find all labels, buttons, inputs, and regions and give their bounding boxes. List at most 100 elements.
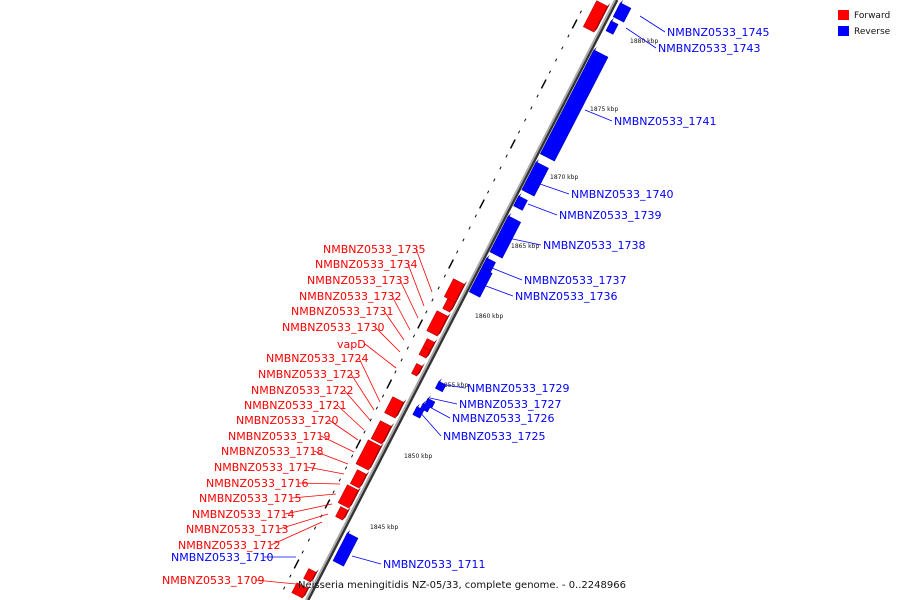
forward-gene-shadow bbox=[348, 487, 362, 509]
reverse-gene[interactable] bbox=[513, 195, 528, 211]
reverse-gene-label[interactable]: NMBNZ0533_1727 bbox=[459, 398, 562, 411]
reverse-gene-label[interactable]: NMBNZ0533_1726 bbox=[452, 412, 555, 425]
scale-tick bbox=[381, 394, 385, 398]
forward-gene[interactable] bbox=[303, 568, 317, 583]
reverse-gene-label[interactable]: NMBNZ0533_1729 bbox=[467, 382, 570, 395]
reverse-gene[interactable] bbox=[332, 532, 359, 567]
forward-gene-label[interactable]: NMBNZ0533_1715 bbox=[199, 492, 302, 505]
leader-line bbox=[351, 555, 382, 565]
scale-tick bbox=[493, 178, 496, 182]
forward-gene-label[interactable]: NMBNZ0533_1734 bbox=[315, 258, 418, 271]
forward-gene-label[interactable]: NMBNZ0533_1709 bbox=[162, 574, 265, 587]
forward-gene[interactable] bbox=[582, 0, 608, 33]
scale-tick bbox=[375, 406, 379, 410]
scale-tick bbox=[462, 238, 465, 242]
scale-kbp-label: 1875 kbp bbox=[590, 106, 618, 113]
forward-gene-label[interactable]: NMBNZ0533_1713 bbox=[186, 523, 289, 536]
forward-gene[interactable] bbox=[442, 298, 456, 313]
reverse-gene[interactable] bbox=[521, 161, 549, 197]
leader-line bbox=[374, 326, 401, 353]
forward-gene-label[interactable]: NMBNZ0533_1732 bbox=[299, 290, 402, 303]
forward-gene-label[interactable]: NMBNZ0533_1733 bbox=[307, 274, 410, 287]
forward-gene[interactable] bbox=[384, 396, 404, 419]
reverse-gene[interactable] bbox=[468, 267, 493, 298]
reverse-gene[interactable] bbox=[605, 20, 619, 35]
reverse-gene[interactable] bbox=[612, 2, 632, 23]
forward-gene-label[interactable]: NMBNZ0533_1735 bbox=[323, 243, 426, 256]
reverse-gene-label[interactable]: NMBNZ0533_1741 bbox=[614, 115, 717, 128]
leader-line bbox=[350, 373, 375, 411]
forward-gene-label[interactable]: NMBNZ0533_1714 bbox=[192, 508, 295, 521]
reverse-gene-label[interactable]: NMBNZ0533_1743 bbox=[658, 42, 761, 55]
forward-gene-label[interactable]: NMBNZ0533_1718 bbox=[221, 445, 324, 458]
forward-gene-label[interactable]: NMBNZ0533_1721 bbox=[244, 399, 347, 412]
forward-gene-shadow bbox=[302, 585, 311, 599]
reverse-gene-label[interactable]: NMBNZ0533_1711 bbox=[383, 558, 486, 571]
leader-line bbox=[343, 389, 371, 421]
reverse-gene-label[interactable]: NMBNZ0533_1736 bbox=[515, 290, 618, 303]
scale-tick bbox=[351, 454, 354, 458]
forward-gene-label[interactable]: NMBNZ0533_1716 bbox=[206, 477, 309, 490]
scale-kbp-label: 1860 kbp bbox=[475, 313, 503, 320]
forward-gene-label[interactable]: NMBNZ0533_1731 bbox=[291, 305, 394, 318]
scale-tick bbox=[394, 370, 397, 374]
leader-line bbox=[399, 279, 419, 319]
leader-line bbox=[313, 450, 349, 465]
scale-tick bbox=[363, 430, 366, 434]
forward-gene-label[interactable]: NMBNZ0533_1723 bbox=[258, 368, 361, 381]
leader-line bbox=[584, 109, 613, 122]
reverse-gene-label[interactable]: NMBNZ0533_1725 bbox=[443, 430, 546, 443]
forward-gene-label[interactable]: NMBNZ0533_1724 bbox=[266, 352, 369, 365]
scale-tick bbox=[344, 466, 348, 470]
label-leader-lines bbox=[254, 15, 666, 585]
reverse-gene-label[interactable]: NMBNZ0533_1745 bbox=[667, 26, 770, 39]
scale-tick bbox=[289, 574, 292, 578]
reverse-gene[interactable] bbox=[539, 49, 609, 162]
leader-line bbox=[298, 482, 341, 485]
forward-gene[interactable] bbox=[349, 469, 367, 489]
scale-tick bbox=[468, 226, 471, 230]
forward-gene[interactable] bbox=[411, 363, 423, 377]
reverse-gene-label[interactable]: NMBNZ0533_1737 bbox=[524, 274, 627, 287]
forward-gene[interactable] bbox=[426, 310, 449, 337]
forward-gene-shadow bbox=[342, 507, 351, 521]
forward-gene[interactable] bbox=[337, 484, 359, 509]
leader-line bbox=[270, 521, 323, 546]
forward-gene-label[interactable]: NMBNZ0533_1719 bbox=[228, 430, 331, 443]
forward-gene[interactable] bbox=[418, 346, 431, 359]
forward-gene-label[interactable]: NMBNZ0533_1712 bbox=[178, 539, 281, 552]
forward-gene-shadow bbox=[395, 399, 407, 419]
forward-gene-label[interactable]: NMBNZ0533_1730 bbox=[282, 321, 385, 334]
reverse-gene[interactable] bbox=[412, 406, 425, 419]
legend-reverse-label: Reverse bbox=[854, 27, 891, 37]
forward-gene-label[interactable]: NMBNZ0533_1722 bbox=[251, 384, 354, 397]
reverse-gene-label[interactable]: NMBNZ0533_1710 bbox=[171, 551, 274, 564]
reverse-gene[interactable] bbox=[489, 215, 522, 259]
forward-gene-label[interactable]: NMBNZ0533_1720 bbox=[236, 414, 339, 427]
backbone-highlight bbox=[305, 0, 616, 600]
scale-tick bbox=[443, 274, 446, 278]
scale-tick bbox=[530, 106, 533, 110]
forward-gene[interactable] bbox=[370, 420, 392, 445]
scale-kbp-label: 1845 kbp bbox=[370, 524, 398, 531]
reverse-gene-label[interactable]: NMBNZ0533_1739 bbox=[559, 209, 662, 222]
legend-forward-label: Forward bbox=[854, 11, 890, 21]
forward-gene[interactable] bbox=[335, 506, 349, 521]
scale-tick bbox=[425, 310, 428, 314]
scale-tick bbox=[283, 586, 286, 590]
forward-gene[interactable] bbox=[291, 582, 308, 599]
forward-gene-label[interactable]: vapD bbox=[337, 338, 366, 351]
scale-tick bbox=[369, 418, 372, 422]
reverse-gene-label[interactable]: NMBNZ0533_1738 bbox=[543, 239, 646, 252]
forward-gene[interactable] bbox=[355, 439, 382, 471]
leader-line bbox=[364, 343, 397, 369]
forward-gene-shadow bbox=[454, 281, 468, 303]
forward-gene-label[interactable]: NMBNZ0533_1717 bbox=[214, 461, 317, 474]
scale-tick bbox=[554, 58, 558, 62]
scale-labels: 1880 kbp 1875 kbp 1870 kbp 1865 kbp 1860 kbp… bbox=[370, 38, 658, 531]
forward-gene-shadow bbox=[426, 347, 434, 359]
reverse-gene-label[interactable]: NMBNZ0533_1740 bbox=[571, 188, 674, 201]
leader-line bbox=[383, 310, 405, 341]
scale-kbp-label: 1865 kbp bbox=[511, 243, 539, 250]
leader-line bbox=[336, 404, 365, 431]
